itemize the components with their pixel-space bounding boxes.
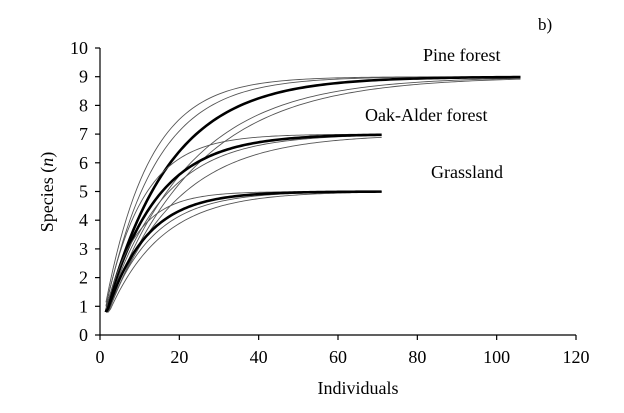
curves	[104, 75, 521, 313]
x-tick-label: 60	[329, 347, 347, 367]
annotation-pine-forest: Pine forest	[423, 45, 500, 65]
mean-curve-oak-alder-forest	[104, 133, 382, 313]
mean-curve-pine-forest	[104, 75, 521, 313]
y-tick-label: 9	[79, 67, 88, 87]
y-tick-label: 10	[70, 38, 88, 58]
y-axis-label-suffix: )	[37, 152, 58, 158]
x-tick-label: 40	[250, 347, 268, 367]
x-ticks: 0 20 40 60 80 100 120	[96, 335, 590, 367]
x-tick-label: 20	[170, 347, 188, 367]
y-tick-label: 6	[79, 153, 88, 173]
y-tick-label: 3	[79, 239, 88, 259]
y-ticks: 0 1 2 3 4 5 6 7 8 9 10	[70, 38, 100, 345]
y-axis-label-var: n	[37, 158, 57, 167]
y-tick-label: 0	[79, 325, 88, 345]
x-tick-label: 0	[96, 347, 105, 367]
x-axis-label: Individuals	[318, 378, 399, 398]
y-tick-label: 2	[79, 268, 88, 288]
y-axis-label-prefix: Species (	[37, 167, 58, 232]
y-tick-label: 8	[79, 95, 88, 115]
replicate-curve-oak-alder-forest	[105, 134, 382, 313]
annotation-grassland: Grassland	[431, 162, 503, 182]
replicate-curve-pine-forest	[105, 78, 521, 313]
y-tick-label: 5	[79, 182, 88, 202]
replicate-curve-oak-alder-forest	[105, 133, 382, 306]
annotation-oak-alder-forest: Oak-Alder forest	[365, 105, 487, 125]
mean-curve-grassland	[104, 190, 382, 313]
x-tick-label: 120	[563, 347, 590, 367]
x-tick-label: 80	[408, 347, 426, 367]
y-tick-label: 1	[79, 296, 88, 316]
x-tick-label: 100	[483, 347, 510, 367]
panel-label: b)	[538, 15, 552, 34]
y-axis-label: Species (n)	[37, 152, 58, 232]
y-tick-label: 4	[79, 210, 88, 230]
replicate-curve-pine-forest	[105, 77, 521, 313]
y-tick-label: 7	[79, 124, 88, 144]
replicate-curve-oak-alder-forest	[105, 136, 382, 313]
